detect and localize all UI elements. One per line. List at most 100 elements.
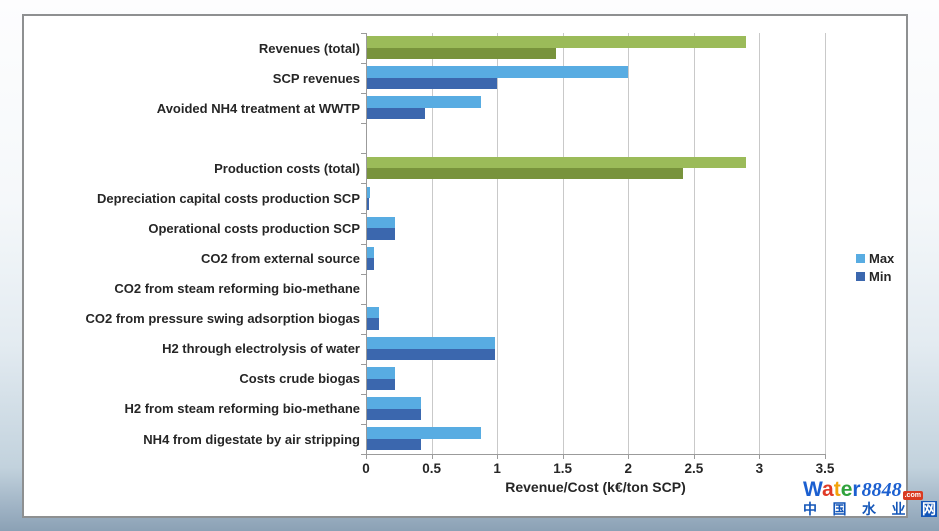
logo-letter: t [833,478,841,501]
logo-letter: r [852,478,861,501]
logo-chinese-char: 中 [803,501,817,517]
bar-max [366,367,395,379]
bar-min [366,408,422,421]
bar-area [366,33,825,63]
bar-area [366,63,825,93]
chart-row: CO2 from pressure swing adsorption bioga… [30,304,825,334]
x-tick-label: 2 [624,461,633,476]
x-tick [628,454,630,459]
bar-min [366,258,374,270]
logo-letter: a [822,478,834,501]
category-tick [361,363,366,365]
bar-min [366,107,425,120]
bar-min [366,378,395,391]
bar-area [366,274,825,304]
x-tick-label: 2.5 [684,461,704,476]
category-label: H2 from steam reforming bio-methane [124,401,361,417]
bar-min [366,168,684,180]
water8848-logo-chinese: 中国水业网 [803,501,937,517]
water8848-logo[interactable]: Water 8848 .com 中国水业网 [803,478,937,517]
x-axis-ticks [366,454,826,460]
logo-chinese-char: 网 [921,501,937,517]
legend-item-max: Max [856,249,894,267]
bar-max [366,216,395,229]
bar-max [366,307,380,319]
bar-area [366,93,825,123]
category-label [30,123,366,153]
water8848-logo-text: Water 8848 .com [803,478,937,501]
bar-min [366,198,370,210]
category-tick [361,303,366,305]
bar-max [366,36,747,48]
bar-area [366,244,825,274]
spacer-row [30,123,825,153]
bar-area [366,304,825,334]
category-label: Depreciation capital costs production SC… [97,190,360,206]
bar-area [366,123,825,153]
x-tick [366,454,367,459]
bar-max [366,427,482,439]
category-label: CO2 from pressure swing adsorption bioga… [85,311,361,327]
bar-max [366,156,747,169]
category-label: Avoided NH4 treatment at WWTP [156,100,360,116]
logo-chinese-char: 国 [832,501,847,517]
category-label: SCP revenues [272,70,360,86]
x-tick-label: 1.5 [553,461,573,476]
chart-row: Depreciation capital costs production SC… [30,183,825,213]
chart-row: H2 through electrolysis of water [30,334,825,364]
x-tick [759,454,761,459]
logo-number: 8848 [861,479,902,501]
gridline [825,33,826,454]
chart-row: Production costs (total) [30,153,825,183]
gridline [628,33,630,454]
x-tick-label: 1 [493,461,501,476]
bar-area [366,153,825,183]
bar-max [366,337,495,349]
logo-chinese-char: 水 [862,501,876,517]
category-tick [361,153,366,155]
chart-row: H2 from steam reforming bio-methane [30,394,825,424]
gridline [562,33,564,454]
category-tick [361,93,366,95]
logo-letter: W [803,478,823,501]
y-axis-line [366,33,367,454]
category-tick [361,63,366,65]
category-label: Operational costs production SCP [148,221,360,236]
category-label: CO2 from steam reforming bio-methane [114,281,360,297]
category-tick [361,423,366,425]
bar-max [366,246,374,259]
chart-row: Operational costs production SCP [30,213,825,243]
category-label: Revenues (total) [258,40,360,56]
category-label: NH4 from digestate by air stripping [143,431,360,447]
bar-min [366,47,557,60]
chart-row: SCP revenues [30,63,825,93]
logo-tld-badge: .com [902,491,923,500]
category-tick [361,123,366,125]
category-tick [361,243,366,245]
bar-area [366,213,825,243]
x-axis-title: Revenue/Cost (k€/ton SCP) [505,479,686,495]
bar-min [366,228,395,240]
category-tick [361,183,366,185]
x-tick-label: 0.5 [422,461,441,476]
chart-row: CO2 from external source [30,244,825,274]
bar-area [366,394,825,424]
chart-panel: Revenues (total) SCP revenues Avoided NH4 … [22,14,908,518]
chart-rows: Revenues (total) SCP revenues Avoided NH4 … [30,33,825,454]
category-label: CO2 from external source [201,251,360,267]
chart-row: Revenues (total) [30,33,825,63]
x-axis-tick-labels: 0 0.5 1 1.5 2 2.5 3 3.5 [362,461,834,479]
bar-max [366,397,422,409]
chart-row: Avoided NH4 treatment at WWTP [30,93,825,123]
x-tick-label: 3 [755,461,764,476]
x-tick [825,454,826,459]
chart-row: Costs crude biogas [30,364,825,394]
legend-item-min: Min [856,267,894,285]
x-tick [693,454,695,459]
logo-chinese-char: 业 [891,501,906,517]
x-tick [497,454,499,459]
category-label: Production costs (total) [214,160,360,176]
bar-area [366,364,825,394]
category-label: Costs crude biogas [239,371,360,387]
